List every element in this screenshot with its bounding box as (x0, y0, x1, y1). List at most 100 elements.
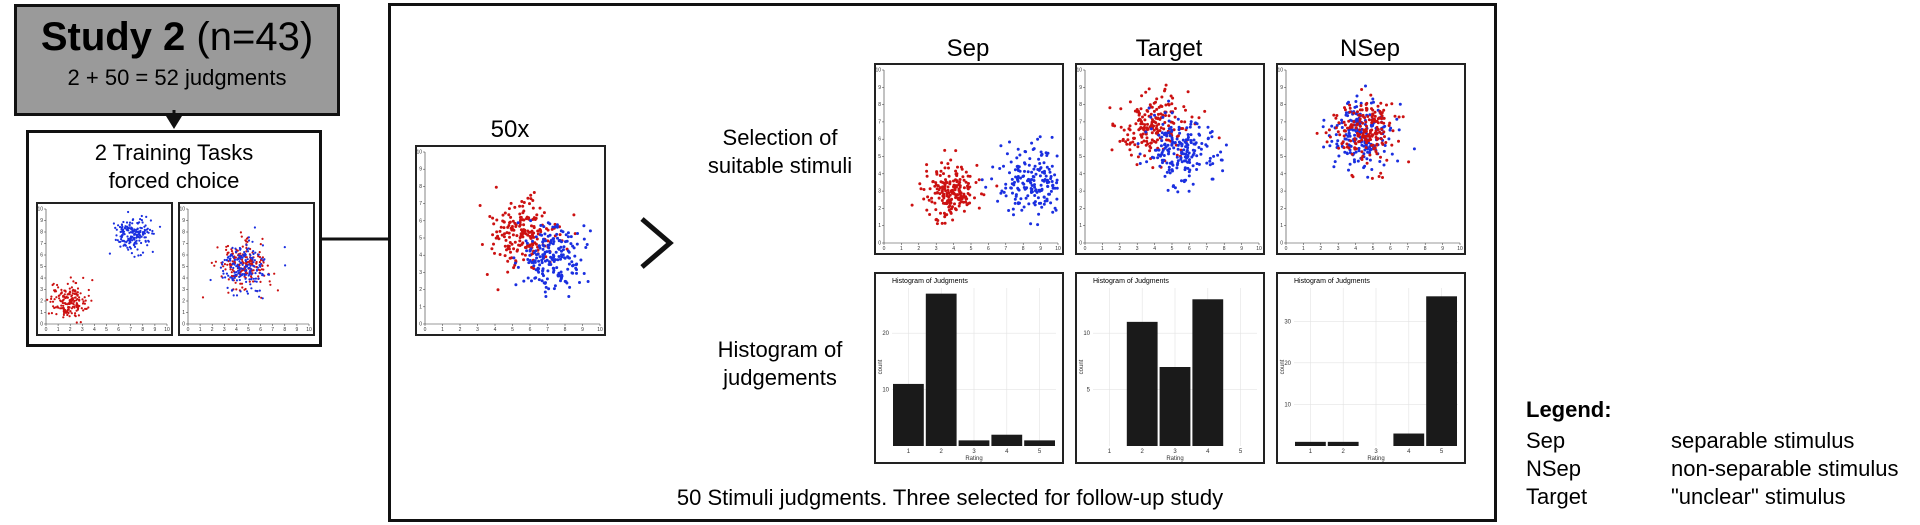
scatter-point (77, 314, 80, 317)
sep-histogram: 10 20 1 2 3 4 5 Histogram of Judgments Rating cou… (874, 272, 1064, 464)
scatter-point (138, 239, 141, 242)
scatter-point (1167, 103, 1171, 107)
scatter-point (910, 203, 914, 207)
scatter-point (526, 276, 530, 280)
scatter-point (1167, 124, 1171, 128)
scatter-point (1393, 114, 1397, 118)
scatter-point (940, 199, 944, 202)
x-tick-label: 6 (987, 246, 990, 252)
histogram-label-line-1: Histogram of (717, 337, 843, 362)
scatter-point (251, 240, 254, 243)
scatter-point (1157, 133, 1161, 137)
scatter-point (1180, 144, 1184, 148)
scatter-point (922, 188, 926, 191)
scatter-point (233, 271, 236, 274)
scatter-point (1043, 178, 1047, 181)
scatter-point (531, 239, 534, 243)
scatter-point (966, 202, 970, 206)
scatter-point (952, 185, 955, 189)
x-tick-label: 0 (424, 327, 427, 333)
scatter-point (78, 296, 81, 299)
scatter-target: 0 1 2 3 4 5 6 7 8 9 10 0 1 2 3 4 5 6 7 8 9 10 (1077, 68, 1262, 253)
scatter-point (1129, 153, 1133, 157)
legend-desc-nsep: non-separable stimulus (1671, 456, 1899, 481)
scatter-point (135, 239, 138, 242)
scatter-point (1050, 180, 1054, 183)
scatter-point (1192, 151, 1196, 155)
scatter-point (1042, 195, 1046, 199)
scatter-point (950, 197, 954, 201)
scatter-point (507, 207, 511, 211)
scatter-point (1018, 153, 1022, 157)
legend-title: Legend: (1526, 397, 1612, 422)
scatter-point (262, 259, 265, 262)
legend-desc-target: "unclear" stimulus (1671, 484, 1846, 509)
scatter-point (1163, 89, 1166, 93)
scatter-point (62, 316, 65, 319)
scatter-point (132, 237, 135, 240)
scatter-point (1160, 131, 1164, 135)
scatter-point (1139, 107, 1143, 111)
scatter-point (507, 244, 511, 248)
scatter-point (1121, 137, 1125, 141)
scatter-point (1360, 88, 1364, 91)
y-tick-label: 6 (878, 137, 881, 143)
scatter-point (927, 198, 931, 202)
scatter-point (495, 230, 499, 234)
scatter-point (542, 281, 546, 285)
scatter-point (1349, 123, 1353, 127)
scatter-point (75, 281, 78, 285)
x-tick-label: 5 (1440, 449, 1444, 455)
scatter-point (229, 268, 232, 271)
scatter-point (1004, 186, 1008, 190)
scatter-point (510, 225, 514, 228)
scatter-point (491, 233, 495, 237)
scatter-point (53, 298, 56, 301)
x-tick-label: 0 (187, 327, 190, 333)
scatter-point (108, 252, 111, 255)
scatter-point (231, 277, 234, 280)
scatter-point (74, 296, 77, 299)
scatter-point (559, 245, 563, 249)
y-tick-label: 0 (419, 322, 422, 328)
scatter-point (87, 288, 90, 292)
scatter-point (575, 242, 579, 246)
scatter-point (537, 244, 541, 248)
scatter-point (515, 234, 519, 238)
scatter-point (1390, 143, 1394, 147)
scatter-point (1360, 138, 1364, 142)
scatter-point (1167, 168, 1171, 172)
scatter-point (1354, 100, 1358, 103)
scatter-point (81, 298, 84, 301)
scatter-point (573, 254, 577, 258)
scatter-point (508, 235, 511, 239)
scatter-point (1189, 120, 1193, 124)
scatter-point (245, 243, 248, 246)
scatter-point (128, 227, 131, 230)
scatter-point (249, 259, 252, 262)
scatter-point (556, 258, 560, 262)
scatter-point (1019, 197, 1023, 201)
scatter-point (244, 277, 247, 280)
scatter-point (1208, 163, 1212, 167)
scatter-point (1368, 113, 1372, 117)
scatter-point (1030, 170, 1034, 174)
scatter-point (261, 244, 264, 247)
scatter-point (573, 232, 577, 236)
y-tick-label: 3 (878, 189, 881, 195)
scatter-series-red (1315, 88, 1411, 180)
scatter-point (1167, 165, 1171, 169)
scatter-point (1039, 201, 1043, 205)
scatter-point (226, 256, 229, 259)
y-tick-label: 7 (1079, 119, 1082, 125)
scatter-point (1184, 145, 1188, 149)
scatter-point (1055, 154, 1059, 158)
scatter-point (1046, 151, 1050, 155)
y-tick-label: 3 (419, 270, 422, 276)
scatter-point (521, 211, 525, 215)
scatter-point (560, 274, 564, 278)
scatter-point (485, 273, 489, 276)
scatter-point (535, 256, 539, 260)
training-line-1: 2 Training Tasks (94, 140, 254, 165)
scatter-point (945, 202, 949, 206)
